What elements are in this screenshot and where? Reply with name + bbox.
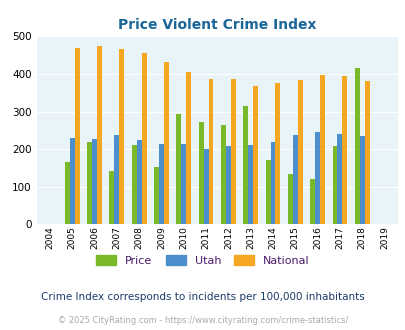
Bar xyxy=(159,144,164,224)
Bar xyxy=(220,125,225,224)
Bar xyxy=(186,72,191,224)
Bar xyxy=(319,75,324,224)
Bar xyxy=(225,146,230,224)
Bar xyxy=(176,114,181,224)
Bar xyxy=(92,139,97,224)
Bar xyxy=(203,149,208,224)
Bar xyxy=(265,160,270,224)
Bar xyxy=(252,86,258,224)
Bar xyxy=(164,62,168,224)
Bar xyxy=(292,135,297,224)
Bar xyxy=(114,135,119,224)
Bar xyxy=(270,142,275,224)
Bar xyxy=(297,80,302,224)
Bar xyxy=(243,106,247,224)
Bar xyxy=(87,142,92,224)
Bar xyxy=(275,83,279,224)
Text: Crime Index corresponds to incidents per 100,000 inhabitants: Crime Index corresponds to incidents per… xyxy=(41,292,364,302)
Bar xyxy=(65,162,70,224)
Bar xyxy=(181,144,186,224)
Bar xyxy=(309,179,314,224)
Bar xyxy=(136,140,141,224)
Bar xyxy=(287,174,292,224)
Bar xyxy=(337,134,341,224)
Bar xyxy=(230,79,235,224)
Bar xyxy=(341,76,346,224)
Legend: Price, Utah, National: Price, Utah, National xyxy=(92,250,313,270)
Bar xyxy=(314,132,319,224)
Bar xyxy=(198,122,203,224)
Bar xyxy=(247,145,252,224)
Bar xyxy=(132,145,136,224)
Bar xyxy=(364,82,369,224)
Bar xyxy=(70,138,75,224)
Bar xyxy=(359,136,364,224)
Text: © 2025 CityRating.com - https://www.cityrating.com/crime-statistics/: © 2025 CityRating.com - https://www.city… xyxy=(58,316,347,325)
Bar xyxy=(109,171,114,224)
Bar xyxy=(141,53,146,224)
Title: Price Violent Crime Index: Price Violent Crime Index xyxy=(118,18,315,32)
Bar xyxy=(75,48,79,224)
Bar xyxy=(97,47,102,224)
Bar xyxy=(119,49,124,224)
Bar xyxy=(208,79,213,224)
Bar xyxy=(154,167,159,224)
Bar xyxy=(332,146,337,224)
Bar xyxy=(354,68,359,224)
